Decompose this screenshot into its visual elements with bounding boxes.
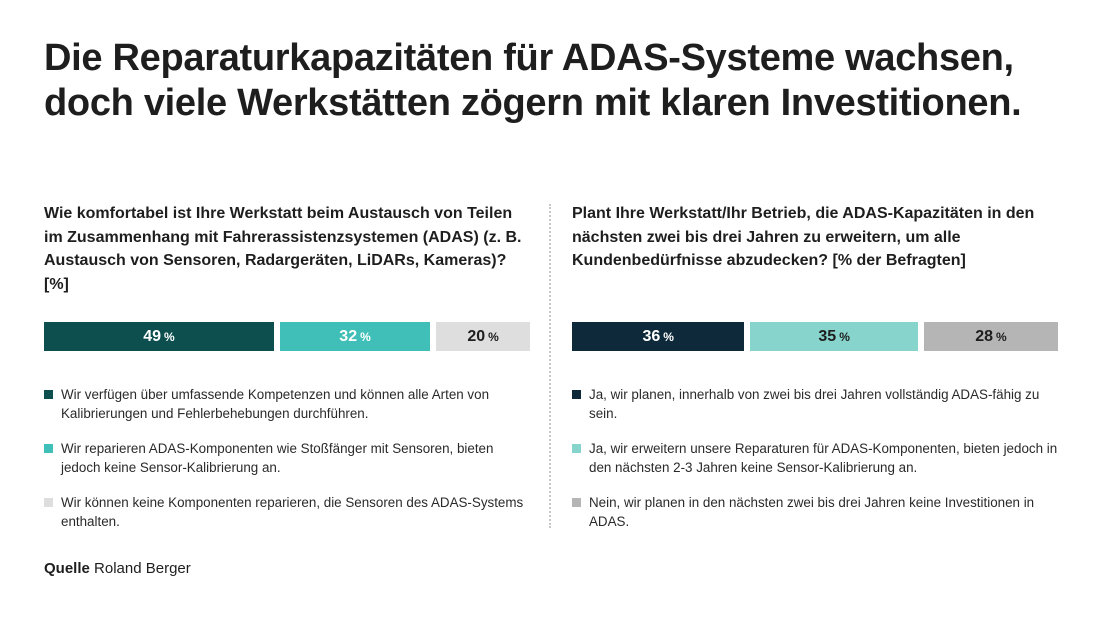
percent-sign: %	[164, 329, 175, 344]
percent-sign: %	[360, 329, 371, 344]
percent-sign: %	[663, 329, 674, 344]
source-label: Quelle	[44, 560, 90, 577]
bar-value-label: 49	[143, 327, 162, 345]
legend-item: Nein, wir planen in den nächsten zwei bi…	[572, 494, 1060, 531]
legend-label: Wir reparieren ADAS-Komponenten wie Stoß…	[61, 441, 494, 475]
legend-swatch	[572, 444, 581, 453]
chart-question-right: Plant Ihre Werkstatt/Ihr Betrieb, die AD…	[572, 205, 1035, 269]
panel-divider	[549, 204, 551, 528]
stacked-bar-left: 49% 32% 20%	[44, 322, 530, 351]
chart-panel-right: Plant Ihre Werkstatt/Ihr Betrieb, die AD…	[572, 202, 1060, 529]
legend-item: Ja, wir planen, innerhalb von zwei bis d…	[572, 386, 1060, 423]
bar-segment: 28%	[923, 322, 1058, 351]
percent-sign: %	[488, 329, 499, 344]
legend-swatch	[572, 498, 581, 507]
bar-value-label: 32	[339, 327, 358, 345]
bar-value-label: 35	[818, 327, 837, 345]
bar-value-label: 20	[467, 327, 486, 345]
legend-swatch	[44, 390, 53, 399]
bar-value-label: 36	[642, 327, 661, 345]
legend-swatch	[44, 444, 53, 453]
legend-item: Wir verfügen über umfassende Kompetenzen…	[44, 386, 532, 423]
chart-panel-left: Wie komfortabel ist Ihre Werkstatt beim …	[44, 202, 532, 529]
legend-label: Ja, wir erweitern unsere Reparaturen für…	[589, 441, 1058, 475]
legend-label: Nein, wir planen in den nächsten zwei bi…	[589, 495, 1035, 529]
legend-right: Ja, wir planen, innerhalb von zwei bis d…	[572, 386, 1060, 548]
legend-left: Wir verfügen über umfassende Kompetenzen…	[44, 386, 532, 548]
stacked-bar-right: 36% 35% 28%	[572, 322, 1058, 351]
legend-label: Wir können keine Komponenten reparieren,…	[61, 495, 524, 529]
legend-item: Wir reparieren ADAS-Komponenten wie Stoß…	[44, 440, 532, 477]
chart-question-left: Wie komfortabel ist Ihre Werkstatt beim …	[44, 205, 522, 293]
page-title: Die Reparaturkapazitäten für ADAS-System…	[44, 37, 1022, 124]
percent-sign: %	[996, 329, 1007, 344]
bar-segment: 36%	[572, 322, 745, 351]
bar-segment: 20%	[436, 322, 530, 351]
legend-label: Ja, wir planen, innerhalb von zwei bis d…	[589, 387, 1040, 421]
legend-item: Wir können keine Komponenten reparieren,…	[44, 494, 532, 531]
source-note: Quelle Roland Berger	[44, 560, 191, 577]
legend-label: Wir verfügen über umfassende Kompetenzen…	[61, 387, 490, 421]
percent-sign: %	[839, 329, 850, 344]
bar-segment: 32%	[279, 322, 431, 351]
legend-swatch	[572, 390, 581, 399]
bar-value-label: 28	[975, 327, 994, 345]
bar-segment: 35%	[750, 322, 918, 351]
source-value: Roland Berger	[94, 560, 191, 577]
legend-swatch	[44, 498, 53, 507]
legend-item: Ja, wir erweitern unsere Reparaturen für…	[572, 440, 1060, 477]
bar-segment: 49%	[44, 322, 274, 351]
